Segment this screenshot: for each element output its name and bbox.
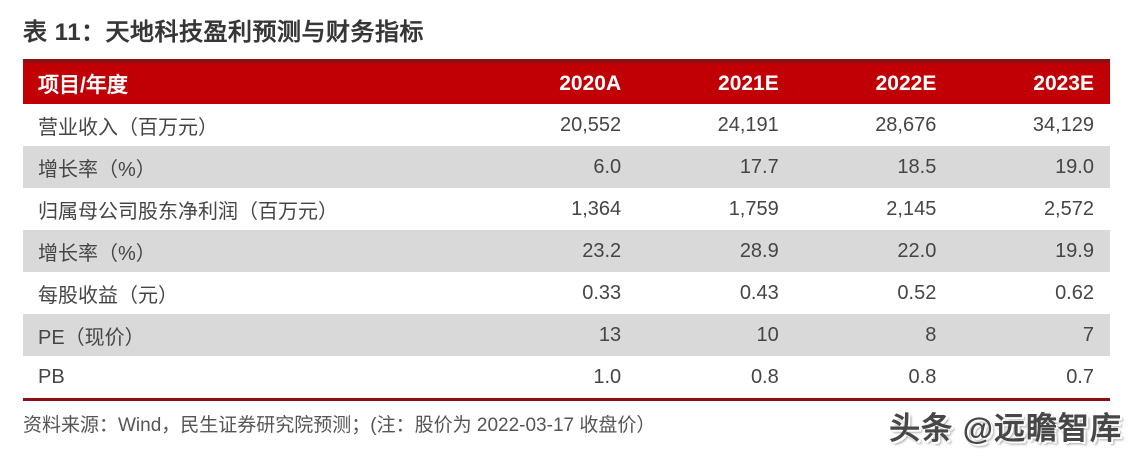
cell-value: 22.0 (897, 239, 937, 262)
header-cell-item-year: 项目/年度 (23, 61, 480, 104)
cell-value: 1,759 (728, 197, 779, 220)
header-cell-2021e: 2021E (637, 61, 795, 104)
cell-value: 19.0 (1055, 155, 1094, 178)
row-label: 增长率（%） (38, 242, 156, 265)
cell-value: 19.9 (1055, 239, 1094, 262)
cell-value: 0.33 (582, 281, 622, 304)
table-row: PB 1.0 0.8 0.8 0.7 (23, 356, 1110, 400)
cell-value: 20,552 (559, 113, 622, 136)
cell-value: 18.5 (897, 155, 937, 178)
cell-value: 1,364 (571, 197, 622, 220)
cell-value: 34,129 (1032, 113, 1094, 136)
row-label: 每股收益（元） (38, 284, 178, 307)
cell-value: 13 (598, 323, 622, 346)
table-row: PE（现价） 13 10 8 7 (23, 314, 1110, 356)
cell-value: 2,145 (886, 197, 937, 220)
table-title: 表 11：天地科技盈利预测与财务指标 (23, 19, 425, 46)
cell-value: 28.9 (739, 239, 779, 262)
table-row: 增长率（%） 6.0 17.7 18.5 19.0 (23, 146, 1110, 188)
table-header-row: 项目/年度 2020A 2021E 2022E 2023E (23, 61, 1110, 104)
toutiao-watermark: 头条 @远瞻智库 (889, 411, 1122, 446)
cell-value: 2,572 (1043, 197, 1094, 220)
row-label: PE（现价） (38, 326, 145, 349)
table-row: 增长率（%） 23.2 28.9 22.0 19.9 (23, 230, 1110, 272)
cell-value: 0.43 (739, 281, 779, 304)
cell-value: 0.7 (1066, 365, 1094, 388)
cell-value: 0.62 (1055, 281, 1094, 304)
row-label: 归属母公司股东净利润（百万元） (38, 200, 338, 223)
table-row: 归属母公司股东净利润（百万元） 1,364 1,759 2,145 2,572 (23, 188, 1110, 230)
header-cell-2023e: 2023E (952, 61, 1110, 104)
cell-value: 7 (1082, 323, 1094, 346)
header-cell-2022e: 2022E (794, 61, 953, 104)
cell-value: 0.8 (750, 365, 779, 388)
table-row: 每股收益（元） 0.33 0.43 0.52 0.62 (23, 272, 1110, 314)
cell-value: 8 (925, 323, 937, 346)
header-cell-2020a: 2020A (479, 61, 638, 104)
financial-forecast-table: 项目/年度 2020A 2021E 2022E 2023E 营业收入（百万元） … (23, 59, 1110, 401)
cell-value: 0.8 (908, 365, 937, 388)
table-row: 营业收入（百万元） 20,552 24,191 28,676 34,129 (23, 104, 1110, 146)
cell-value: 0.52 (897, 281, 937, 304)
cell-value: 17.7 (739, 155, 779, 178)
cell-value: 24,191 (717, 113, 779, 136)
row-label: 营业收入（百万元） (38, 116, 218, 139)
row-label: PB (38, 365, 65, 388)
source-note: 资料来源：Wind，民生证券研究院预测；(注：股价为 2022-03-17 收盘… (23, 415, 656, 436)
cell-value: 23.2 (582, 239, 622, 262)
cell-value: 28,676 (875, 113, 937, 136)
cell-value: 1.0 (593, 365, 622, 388)
cell-value: 10 (756, 323, 779, 346)
row-label: 增长率（%） (38, 158, 156, 181)
cell-value: 6.0 (593, 155, 622, 178)
